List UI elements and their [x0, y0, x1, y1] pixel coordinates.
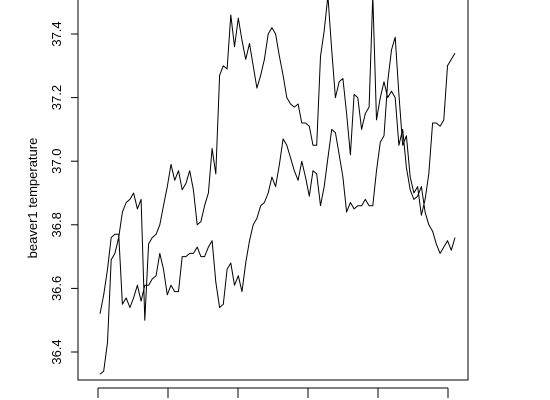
y-tick-label: 36.4 [49, 339, 64, 364]
y-tick-label: 37.4 [49, 21, 64, 46]
plot-frame [77, 0, 469, 381]
y-axis: 36.4 36.6 36.8 37.0 37.2 37.4 [49, 21, 78, 365]
y-tick-label: 36.8 [49, 212, 64, 237]
series-layer [99, 0, 456, 375]
y-tick-label: 36.6 [49, 276, 64, 301]
y-tick-label: 37.0 [49, 149, 64, 174]
x-axis [97, 387, 449, 398]
y-axis-label: beaver1 temperature [25, 138, 40, 259]
series-line-2 [99, 36, 456, 314]
series-line-1 [99, 0, 456, 375]
y-tick-label: 37.2 [49, 85, 64, 110]
